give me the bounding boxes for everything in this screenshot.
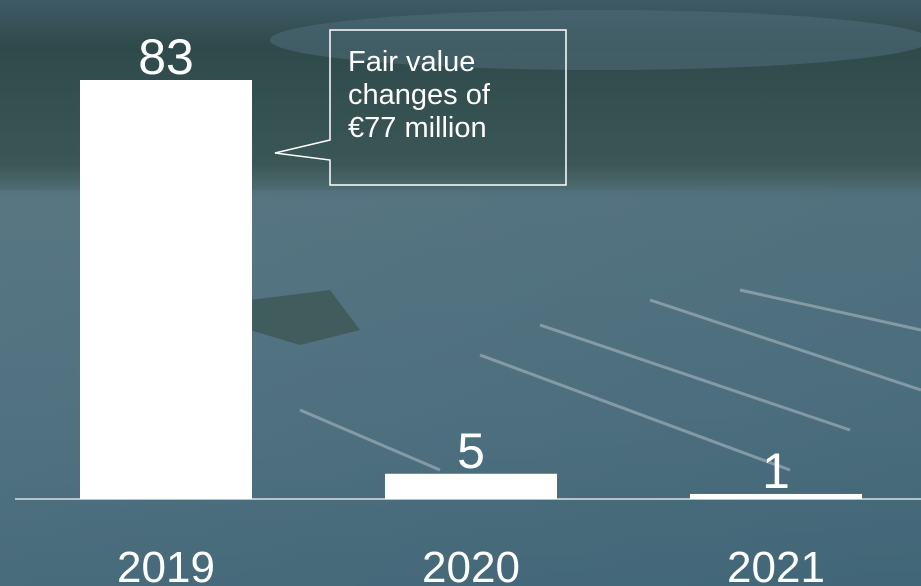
bars: 2019 83 2020 5 2021 1 bbox=[79, 29, 863, 586]
island bbox=[250, 290, 360, 345]
x-tick-label: 2019 bbox=[117, 543, 215, 586]
bar bbox=[689, 493, 863, 499]
x-tick-label: 2020 bbox=[422, 543, 520, 586]
piers bbox=[299, 288, 921, 472]
bar bbox=[79, 80, 253, 499]
value-label: 1 bbox=[762, 443, 790, 499]
annotation: Fair value changes of €77 million bbox=[348, 46, 490, 144]
bar bbox=[384, 473, 558, 499]
bay bbox=[270, 10, 921, 70]
value-label: 5 bbox=[457, 423, 485, 479]
value-label: 83 bbox=[138, 29, 194, 85]
x-tick-label: 2021 bbox=[727, 543, 825, 586]
callout-box bbox=[274, 29, 567, 186]
callout: Fair value changes of €77 million bbox=[348, 46, 490, 144]
